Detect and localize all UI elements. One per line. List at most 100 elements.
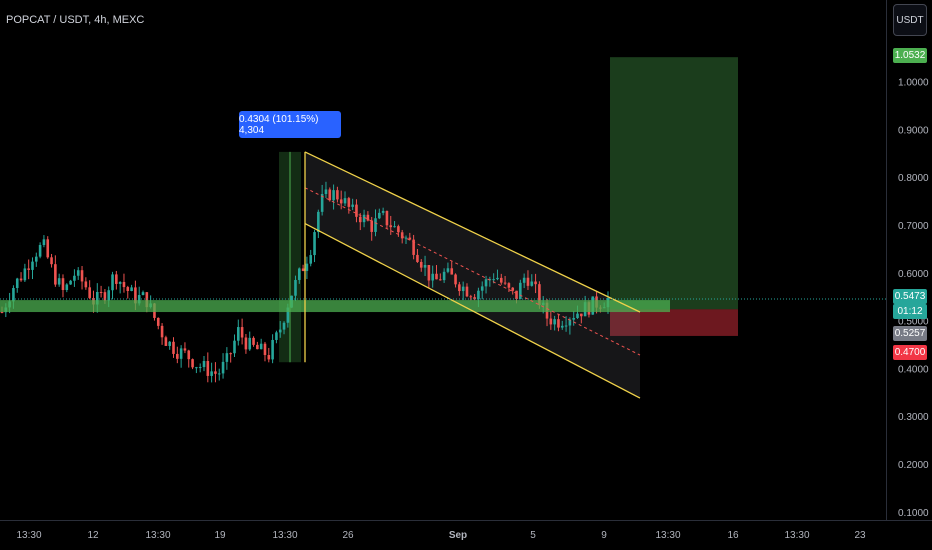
candle — [19, 278, 23, 281]
currency-button[interactable]: USDT — [893, 4, 927, 36]
y-tick-label: 0.1000 — [898, 508, 929, 519]
candle — [263, 343, 267, 356]
candle — [450, 268, 454, 275]
candle — [332, 190, 335, 201]
candle — [492, 279, 495, 281]
candle — [156, 317, 160, 326]
candle — [439, 279, 442, 281]
candle — [118, 282, 122, 284]
candle — [522, 277, 526, 283]
candle — [305, 263, 309, 271]
candle — [378, 212, 381, 219]
candle — [134, 287, 137, 304]
candle — [80, 270, 84, 282]
candle — [50, 257, 53, 265]
candle — [339, 199, 343, 204]
candle — [168, 341, 171, 346]
candle — [480, 286, 484, 291]
current-price-tag: 0.5473 — [893, 289, 927, 304]
candle — [198, 367, 202, 369]
candle — [408, 237, 412, 240]
candle — [282, 322, 286, 330]
candle — [179, 348, 183, 359]
candle — [419, 261, 423, 268]
x-tick-label: 26 — [342, 530, 354, 541]
candle — [176, 353, 179, 359]
channel-lower-line — [304, 223, 641, 399]
candle — [115, 274, 118, 284]
candle — [229, 353, 232, 355]
candle — [572, 318, 575, 320]
candle — [560, 325, 564, 328]
price-axis-border — [886, 0, 887, 520]
chart-title: POPCAT / USDT, 4h, MEXC — [6, 14, 145, 26]
candle — [530, 281, 534, 286]
x-tick-label: 13:30 — [145, 530, 170, 541]
channel-upper-line — [304, 151, 641, 313]
candle — [355, 204, 358, 217]
candle — [416, 254, 419, 262]
candle — [73, 275, 76, 281]
candle — [576, 313, 579, 319]
candle — [309, 255, 313, 264]
x-tick-label: 16 — [727, 530, 739, 541]
candle — [15, 278, 19, 289]
candle — [65, 284, 69, 290]
candle — [191, 359, 194, 368]
candle — [381, 210, 385, 213]
candle — [99, 291, 103, 293]
x-tick-label: Sep — [449, 530, 467, 541]
candle — [38, 245, 42, 257]
channel-fill — [305, 151, 640, 399]
candle — [393, 226, 396, 228]
candle — [477, 290, 480, 300]
candle — [84, 281, 88, 288]
candle — [42, 239, 46, 246]
long-stop-zone — [610, 309, 738, 336]
candle — [88, 287, 91, 298]
candle — [343, 198, 347, 204]
candle — [294, 279, 297, 296]
support-zone — [0, 300, 670, 313]
candle — [160, 325, 164, 338]
candle — [31, 261, 34, 270]
candle — [454, 274, 457, 285]
candle — [195, 367, 198, 369]
y-tick-label: 1.0000 — [898, 78, 929, 89]
candle — [568, 319, 572, 326]
candle — [366, 214, 370, 221]
candle — [225, 353, 229, 362]
candle — [122, 282, 126, 288]
candle — [111, 274, 114, 291]
candle — [271, 339, 274, 360]
candle — [57, 278, 61, 285]
candle — [362, 214, 366, 223]
candle — [256, 344, 259, 350]
candle — [145, 292, 149, 308]
candle — [519, 282, 522, 300]
candle — [347, 198, 351, 207]
candle — [534, 281, 537, 285]
candle — [210, 371, 213, 376]
stop-price-tag: 0.4700 — [893, 345, 927, 360]
candle — [187, 350, 191, 360]
candle — [324, 189, 328, 195]
candle — [515, 290, 518, 300]
y-tick-label: 0.8000 — [898, 173, 929, 184]
candle — [0, 312, 4, 314]
candle — [469, 296, 473, 298]
candle — [267, 355, 271, 360]
candle — [507, 283, 511, 288]
candle — [538, 284, 541, 306]
candle — [172, 341, 175, 354]
y-tick-label: 0.9000 — [898, 125, 929, 136]
candle — [358, 216, 362, 223]
measure-label: 0.4304 (101.15%) 4,304 — [239, 111, 341, 138]
countdown-tag: 01:12 — [893, 304, 927, 319]
long-target-zone — [610, 57, 738, 310]
candle — [553, 319, 556, 325]
channel-mid-line — [304, 187, 641, 356]
candle — [202, 361, 206, 368]
candle — [206, 361, 210, 376]
